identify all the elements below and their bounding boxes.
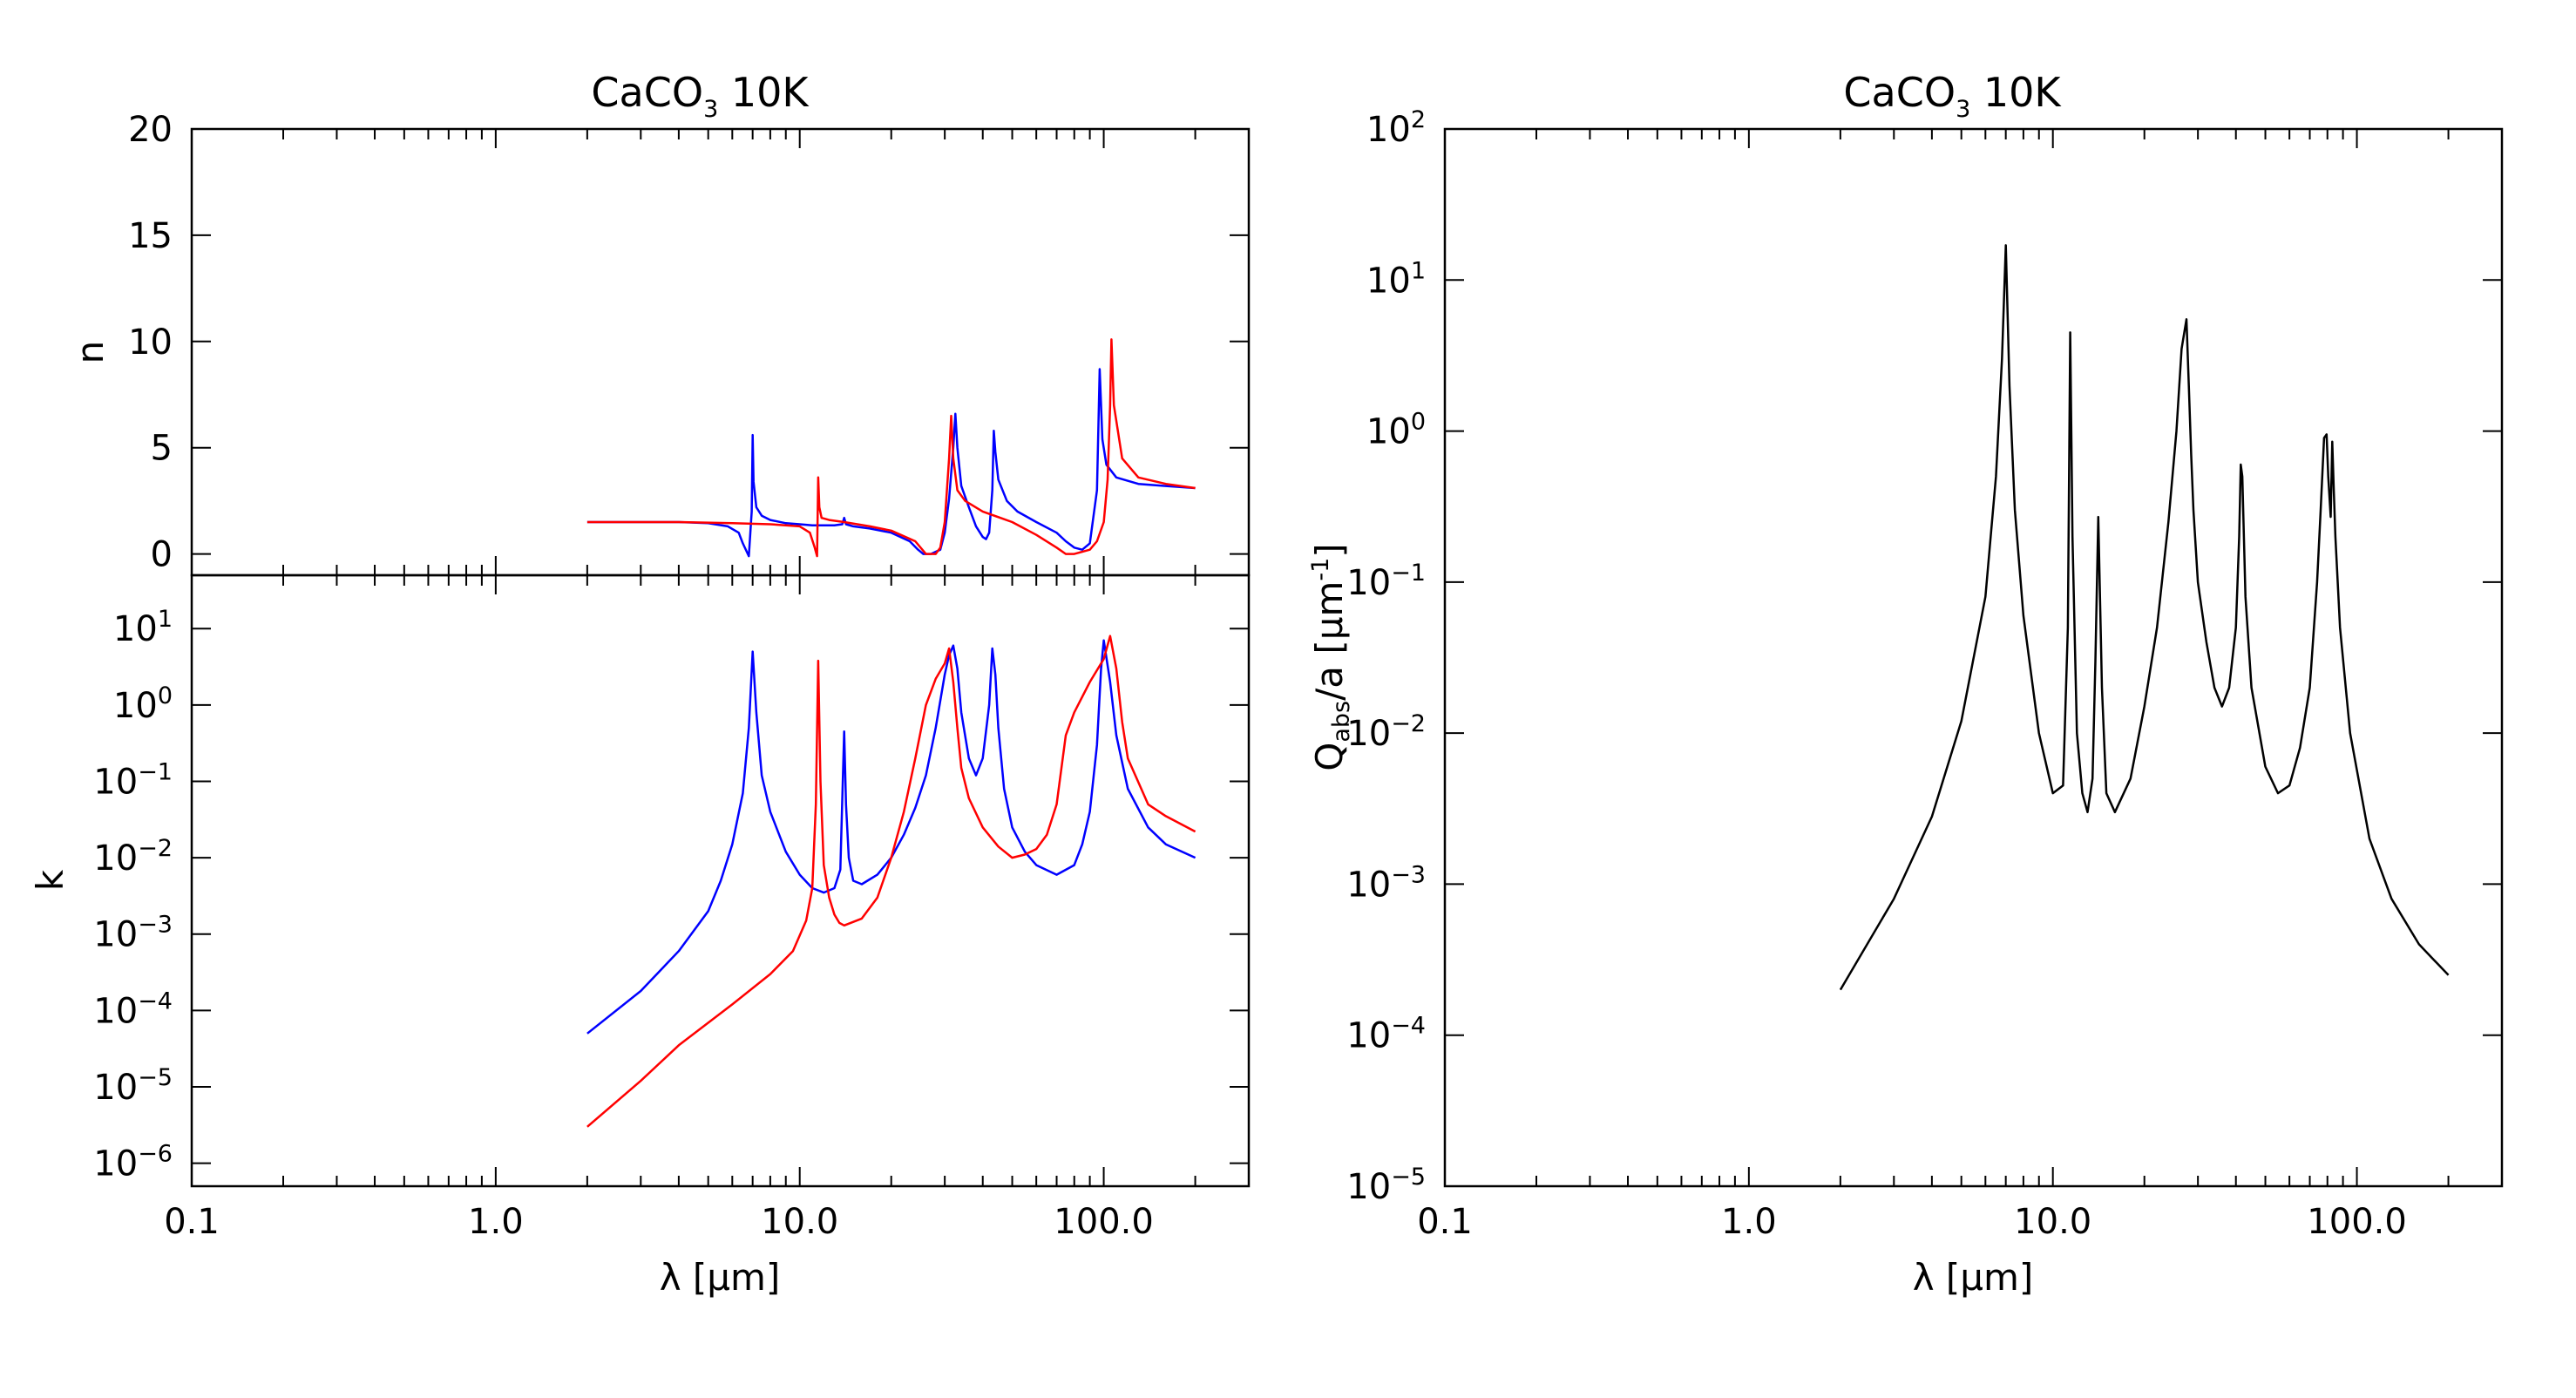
k-curve-blue <box>586 639 1196 1035</box>
y-tick-label: 10−2 <box>93 835 173 879</box>
n-y-tick-label: 5 <box>151 429 173 469</box>
k-plot-frame <box>190 573 1251 1188</box>
y-tick-label: 101 <box>113 606 173 649</box>
n-y-tick-label: 10 <box>128 322 173 363</box>
n-y-tick-label: 20 <box>128 110 173 150</box>
x-tick-label: 100.0 <box>1054 1202 1154 1242</box>
y-tick-label: 10−3 <box>1346 861 1426 905</box>
y-tick-label: 10−1 <box>93 758 173 802</box>
y-tick-label: 10−3 <box>93 912 173 955</box>
x-tick-label: 1.0 <box>1721 1202 1777 1242</box>
n-ylabel: n <box>69 341 112 364</box>
tick-labels: 0.1 1.0 10.0 100.0 0.1 1.0 10.0 100.0 0 5 10 15 20 10… <box>93 106 2407 1242</box>
qabs-curve <box>1839 244 2450 991</box>
axis-ticks <box>191 128 2503 1187</box>
right-xlabel: λ [μm] <box>1913 1256 2034 1299</box>
x-tick-label: 1.0 <box>468 1202 524 1242</box>
x-tick-label: 100.0 <box>2307 1202 2407 1242</box>
n-y-tick-label: 0 <box>151 535 173 575</box>
x-tick-label: 0.1 <box>164 1202 220 1242</box>
q-ylabel: Qabs/a [μm-1] <box>1307 543 1355 770</box>
k-ylabel: k <box>29 869 71 891</box>
x-tick-label: 10.0 <box>761 1202 838 1242</box>
y-tick-label: 100 <box>1366 409 1426 452</box>
y-tick-label: 10−5 <box>1346 1164 1426 1207</box>
x-tick-label: 10.0 <box>2014 1202 2091 1242</box>
y-tick-label: 10−4 <box>1346 1013 1426 1056</box>
y-tick-label: 10−2 <box>1346 710 1426 754</box>
y-tick-label: 102 <box>1366 106 1426 150</box>
y-tick-label: 101 <box>1366 257 1426 301</box>
y-tick-label: 10−6 <box>93 1141 173 1184</box>
y-tick-label: 10−1 <box>1346 560 1426 603</box>
left-title: CaCO3 10K <box>591 69 810 123</box>
n-curve-blue <box>586 368 1196 558</box>
x-tick-label: 0.1 <box>1417 1202 1473 1242</box>
n-curve-red <box>586 338 1196 558</box>
right-title: CaCO3 10K <box>1843 69 2062 123</box>
data-curves <box>586 244 2450 1128</box>
y-tick-label: 10−4 <box>93 987 173 1031</box>
y-tick-label: 10−5 <box>93 1064 173 1108</box>
k-curve-red <box>586 635 1196 1128</box>
y-tick-label: 100 <box>113 682 173 726</box>
n-y-tick-label: 15 <box>128 216 173 256</box>
left-xlabel: λ [μm] <box>660 1256 781 1299</box>
q-plot-frame <box>1443 127 2504 1188</box>
n-plot-frame <box>190 127 1251 577</box>
